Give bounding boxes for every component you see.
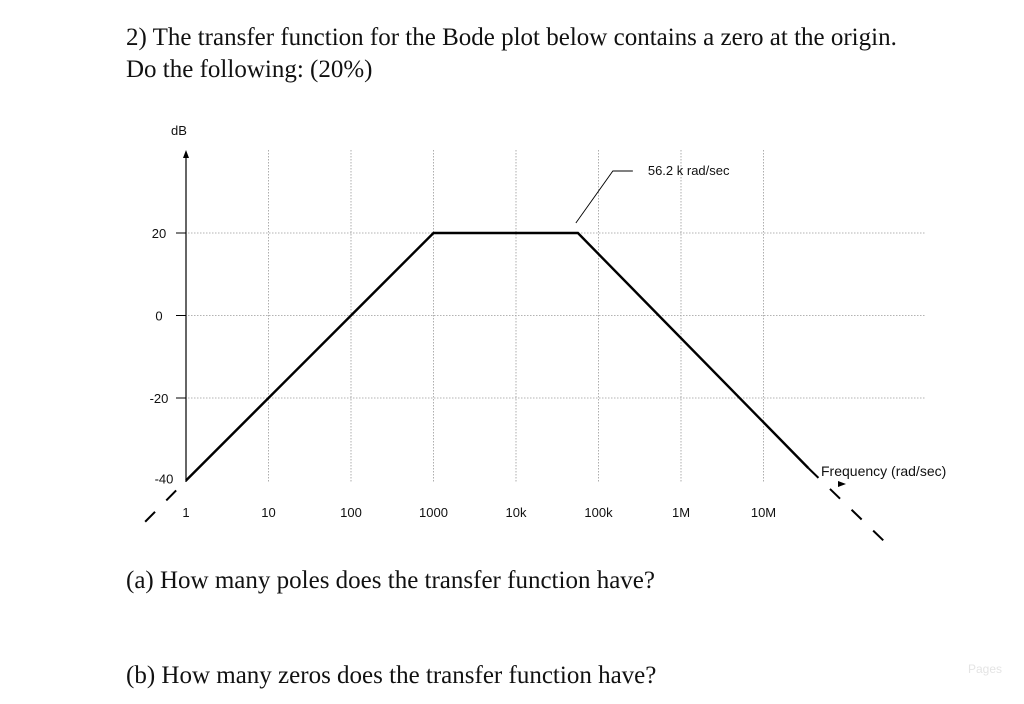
watermark: Pages (968, 662, 1003, 676)
annotation-leader-line (575, 170, 633, 224)
question-line-1: 2) The transfer function for the Bode pl… (126, 24, 897, 51)
y-tick-label: 20 (152, 226, 166, 241)
corner-frequency-annotation: 56.2 k rad/sec (648, 163, 730, 178)
x-tick-label: 10k (506, 505, 527, 520)
y-tick-label: -20 (150, 391, 169, 406)
x-tick-label: 1000 (419, 505, 448, 520)
x-tick-label: 100k (584, 505, 613, 520)
x-tick-label: 10 (261, 505, 275, 520)
y-axis-label: dB (171, 123, 187, 138)
question-part-a: (a) How many poles does the transfer fun… (126, 567, 655, 594)
y-tick-label: -40 (155, 472, 174, 487)
question-line-2: Do the following: (20%) (126, 56, 373, 83)
x-tick-label: 100 (340, 505, 362, 520)
x-tick-label: 1 (182, 505, 189, 520)
x-axis-label: Frequency (rad/sec) (821, 463, 946, 479)
question-part-b: (b) How many zeros does the transfer fun… (126, 662, 657, 689)
x-tick-label: 1M (672, 505, 690, 520)
y-tick-label: 0 (155, 309, 162, 324)
dashed-extension (144, 479, 187, 523)
y-axis-arrow (183, 150, 189, 158)
x-axis-arrow (838, 481, 846, 487)
bode-magnitude-line (185, 231, 810, 482)
x-tick-label: 10M (751, 505, 776, 520)
dashed-extension (807, 467, 887, 544)
